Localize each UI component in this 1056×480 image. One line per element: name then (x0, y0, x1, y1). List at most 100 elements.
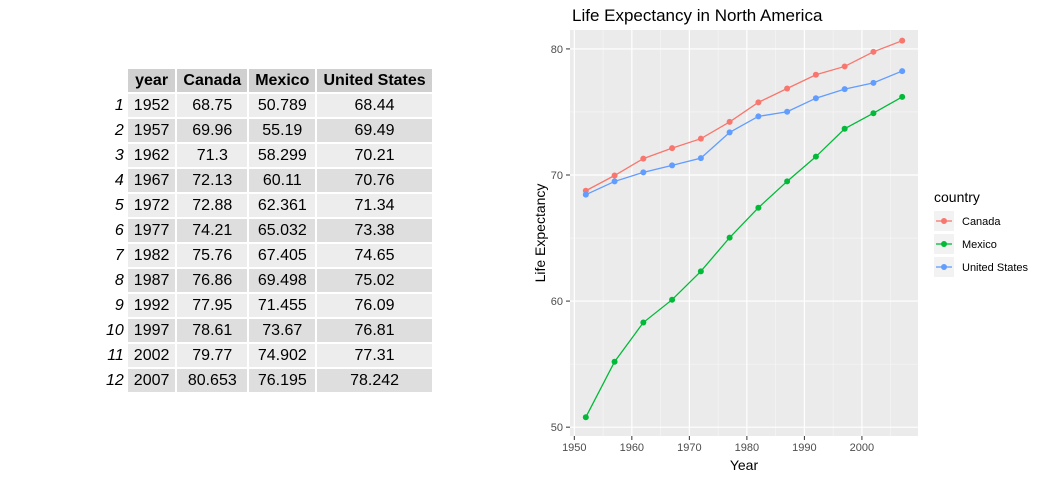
data-point-united-states (726, 129, 733, 136)
row-name: 5 (114, 196, 124, 214)
legend-key-point (941, 218, 947, 224)
legend-label: Mexico (962, 239, 997, 251)
legend: country Canada Mexico United States (934, 189, 1029, 277)
data-point-united-states (784, 108, 791, 115)
legend-title: country (934, 189, 980, 205)
table-cell-canada: 79.77 (177, 344, 248, 367)
x-tick-label: 1970 (677, 442, 701, 454)
table-row: 3 1962 71.3 58.299 70.21 (100, 144, 432, 167)
table-cell-year: 1992 (127, 294, 176, 317)
data-point-united-states (640, 169, 647, 176)
table-row: 8 1987 76.86 69.498 75.02 (100, 269, 432, 292)
data-point-mexico (582, 414, 589, 421)
table-cell-united-states: 74.65 (317, 244, 432, 267)
table-cell-year: 1957 (127, 119, 176, 142)
data-point-mexico (784, 178, 791, 185)
table-cell-united-states: 77.31 (317, 344, 432, 367)
table-cell-year: 2002 (127, 344, 176, 367)
data-point-mexico (755, 204, 762, 211)
table-cell-year: 1997 (127, 319, 176, 342)
data-point-canada (812, 71, 819, 78)
data-point-canada (870, 48, 877, 55)
x-tick-label: 1980 (735, 442, 759, 454)
data-point-canada (755, 99, 762, 106)
row-name: 4 (114, 171, 124, 189)
table-cell-canada: 80.653 (177, 369, 248, 392)
table-cell-canada: 71.3 (177, 144, 248, 167)
table-cell-canada: 78.61 (177, 319, 248, 342)
row-name: 3 (114, 146, 124, 164)
data-point-united-states (582, 191, 589, 198)
table-row: 6 1977 74.21 65.032 73.38 (100, 219, 432, 242)
data-point-mexico (669, 296, 676, 303)
x-tick-label: 1960 (620, 442, 644, 454)
table-cell-canada: 75.76 (177, 244, 248, 267)
data-point-united-states (755, 113, 762, 120)
table-cell-mexico: 69.498 (249, 269, 316, 292)
table-cell-mexico: 65.032 (249, 219, 316, 242)
table-cell-united-states: 68.44 (317, 94, 432, 117)
table-cell-united-states: 69.49 (317, 119, 432, 142)
table-cell-mexico: 60.11 (249, 169, 316, 192)
x-tick-label: 2000 (850, 442, 874, 454)
data-point-united-states (669, 162, 676, 169)
table-cell-year: 1972 (127, 194, 176, 217)
table-cell-year: 1952 (127, 94, 176, 117)
data-point-canada (611, 172, 618, 179)
table-cell-year: 1982 (127, 244, 176, 267)
row-name: 2 (114, 121, 124, 139)
table-cell-united-states: 76.81 (317, 319, 432, 342)
table-cell-united-states: 75.02 (317, 269, 432, 292)
table-cell-year: 1977 (127, 219, 176, 242)
y-tick-label: 80 (551, 44, 563, 56)
row-name: 8 (114, 271, 124, 289)
table-cell-canada: 72.13 (177, 169, 248, 192)
table-cell-mexico: 71.455 (249, 294, 316, 317)
grid-major (570, 30, 918, 436)
table-cell-mexico: 74.902 (249, 344, 316, 367)
table-cell-year: 1987 (127, 269, 176, 292)
table-body: 1 1952 68.75 50.789 68.44 2 1957 69.96 55.19 69.4… (100, 94, 432, 392)
data-point-canada (640, 155, 647, 162)
legend-label: United States (962, 262, 1029, 274)
table-cell-united-states: 70.21 (317, 144, 432, 167)
data-point-united-states (870, 79, 877, 86)
data-point-canada (841, 63, 848, 70)
y-tick-label: 70 (551, 170, 563, 182)
table-row: 12 2007 80.653 76.195 78.242 (100, 369, 432, 392)
data-point-canada (697, 135, 704, 142)
data-point-canada (669, 145, 676, 152)
data-point-mexico (697, 268, 704, 275)
row-name: 11 (107, 346, 124, 364)
row-name: 12 (106, 371, 124, 389)
table-cell-united-states: 71.34 (317, 194, 432, 217)
table-row: 4 1967 72.13 60.11 70.76 (100, 169, 432, 192)
table-cell-canada: 76.86 (177, 269, 248, 292)
chart-title: Life Expectancy in North America (572, 6, 823, 25)
table-cell-year: 2007 (127, 369, 176, 392)
y-axis-title: Life Expectancy (532, 184, 548, 283)
table-cell-united-states: 76.09 (317, 294, 432, 317)
y-tick-label: 60 (551, 296, 563, 308)
rowname-header (100, 69, 126, 92)
table-cell-mexico: 73.67 (249, 319, 316, 342)
table-cell-mexico: 58.299 (249, 144, 316, 167)
y-tick-label: 50 (551, 422, 563, 434)
data-point-canada (726, 118, 733, 125)
data-point-united-states (611, 178, 618, 185)
data-point-mexico (870, 110, 877, 117)
line-chart: Life Expectancy in North America 1950 196… (532, 6, 1029, 473)
series-layer (582, 37, 906, 421)
data-table: year Canada Mexico United States 1 1952 68… (98, 67, 434, 394)
row-name: 1 (114, 96, 124, 114)
table-row: 2 1957 69.96 55.19 69.49 (100, 119, 432, 142)
table-cell-mexico: 50.789 (249, 94, 316, 117)
x-axis-title: Year (730, 457, 759, 473)
table-cell-mexico: 55.19 (249, 119, 316, 142)
series-line-united-states (585, 70, 903, 196)
table-row: 5 1972 72.88 62.361 71.34 (100, 194, 432, 217)
table-cell-united-states: 78.242 (317, 369, 432, 392)
legend-label: Canada (962, 216, 1001, 228)
data-point-united-states (841, 86, 848, 93)
x-tick-label: 1950 (562, 442, 586, 454)
